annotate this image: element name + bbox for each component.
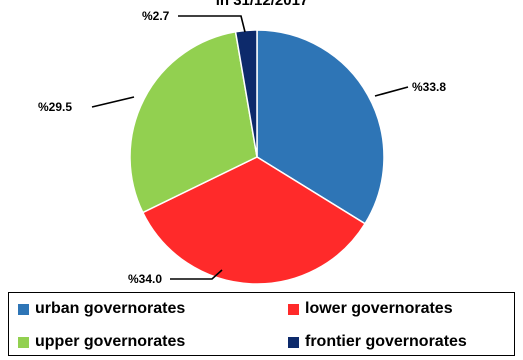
legend: urban governorates lower governorates up… (8, 292, 515, 356)
legend-label-lower: lower governorates (305, 300, 453, 317)
leader-line-urban (374, 86, 409, 97)
legend-item-frontier: frontier governorates (288, 333, 467, 351)
data-labels: %33.8 %34.0 %29.5 %2.7 (38, 9, 446, 286)
legend-item-upper: upper governorates (18, 333, 185, 351)
pie-slice-urban (256, 29, 385, 225)
legend-item-urban: urban governorates (18, 300, 185, 318)
data-label-urban: %33.8 (412, 80, 446, 94)
legend-swatch-lower (288, 303, 299, 315)
legend-swatch-frontier (288, 336, 299, 348)
pie-slice-upper (129, 30, 258, 214)
legend-item-lower: lower governorates (288, 300, 453, 318)
pie-slices (129, 29, 385, 285)
leader-line-upper (91, 96, 135, 108)
legend-swatch-urban (18, 303, 29, 315)
legend-label-frontier: frontier governorates (305, 333, 467, 350)
pie-slice-frontier (234, 29, 258, 158)
legend-label-upper: upper governorates (35, 333, 186, 350)
data-label-frontier: %2.7 (142, 9, 170, 23)
pie-slice-lower (141, 156, 367, 285)
leader-line-lower (170, 269, 223, 280)
chart-title: in 31/12/2017 (216, 0, 309, 9)
leader-line-frontier (178, 15, 246, 33)
legend-label-urban: urban governorates (35, 300, 186, 317)
legend-swatch-upper (18, 336, 29, 348)
data-label-upper: %29.5 (38, 100, 72, 114)
data-label-lower: %34.0 (128, 272, 162, 286)
